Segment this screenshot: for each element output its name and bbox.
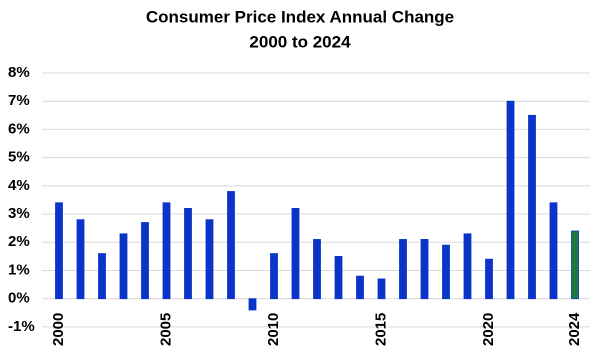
x-tick-label: 2000 xyxy=(50,313,67,346)
y-tick-label: 6% xyxy=(8,120,30,137)
bar xyxy=(313,239,321,300)
bar xyxy=(248,298,257,311)
bar xyxy=(549,202,558,300)
bar xyxy=(420,239,429,300)
bar xyxy=(463,233,472,300)
bar xyxy=(270,253,278,300)
y-tick-label: 1% xyxy=(8,261,30,278)
bar xyxy=(442,244,450,300)
chart-title: Consumer Price Index Annual Change xyxy=(146,7,454,26)
bar xyxy=(571,230,579,300)
chart-subtitle: 2000 to 2024 xyxy=(249,32,351,51)
bar xyxy=(98,253,106,300)
y-tick-label: 0% xyxy=(8,290,30,307)
bar xyxy=(227,191,235,300)
y-tick-label: 3% xyxy=(8,205,30,222)
y-tick-label: 2% xyxy=(8,233,30,250)
x-tick-label: 2005 xyxy=(157,313,174,346)
bar xyxy=(162,202,171,300)
x-tick-label: 2020 xyxy=(480,313,497,346)
x-tick-label: 2024 xyxy=(566,312,583,346)
bar xyxy=(356,275,364,300)
y-tick-label: 4% xyxy=(8,177,30,194)
bar xyxy=(334,255,343,300)
bar xyxy=(55,202,63,300)
y-tick-label: 7% xyxy=(8,92,30,109)
bar xyxy=(528,114,536,300)
y-tick-label: -1% xyxy=(8,318,35,335)
bar xyxy=(184,208,192,300)
bar xyxy=(485,258,493,300)
bar xyxy=(119,233,128,300)
bar xyxy=(399,239,407,300)
x-tick-label: 2015 xyxy=(372,313,389,346)
bar xyxy=(506,100,515,300)
bar xyxy=(76,219,85,300)
x-tick-label: 2010 xyxy=(265,313,282,346)
bar xyxy=(205,219,214,300)
bar xyxy=(377,278,386,300)
bar xyxy=(141,222,149,300)
y-tick-label: 5% xyxy=(8,149,30,166)
y-tick-label: 8% xyxy=(8,64,30,81)
bar xyxy=(291,208,300,300)
